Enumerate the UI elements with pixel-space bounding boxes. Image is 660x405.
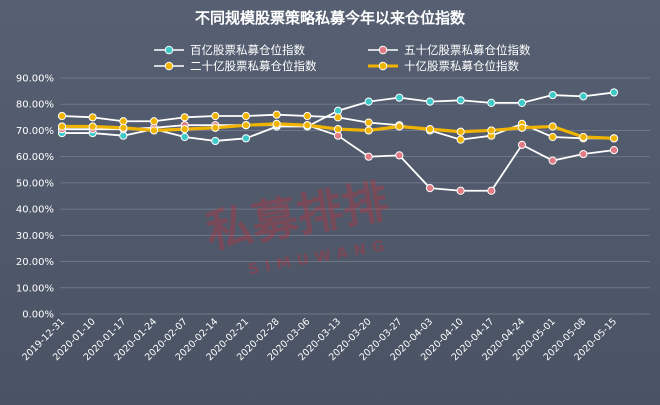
data-point (333, 113, 343, 122)
legend-label: 五十亿股票私募仓位指数 (404, 43, 531, 57)
y-tick-label: 40.00% (16, 205, 54, 216)
data-point (579, 92, 588, 101)
data-point (425, 97, 435, 106)
data-point (487, 186, 496, 195)
data-point (579, 149, 588, 159)
data-point (548, 90, 557, 100)
data-point (149, 126, 159, 135)
data-point (241, 111, 251, 121)
data-point (609, 146, 619, 155)
data-point (241, 134, 251, 143)
data-point (211, 123, 220, 132)
y-tick-label: 30.00% (16, 231, 54, 242)
data-point (180, 125, 189, 134)
data-point (364, 152, 373, 161)
legend-label: 百亿股票私募仓位指数 (190, 43, 305, 57)
data-point (180, 132, 189, 142)
y-tick-label: 80.00% (16, 100, 54, 111)
data-point (487, 126, 496, 135)
legend-item: 十亿股票私募仓位指数 (368, 59, 519, 73)
data-point (609, 88, 619, 97)
data-point (364, 126, 373, 135)
y-tick-label: 60.00% (16, 152, 54, 163)
y-axis: 0.00% 10.00% 20.00% 30.00% 40.00% 50.00% 60.00… (16, 74, 54, 321)
legend-marker (164, 45, 174, 55)
data-point (517, 123, 527, 132)
legend-marker (378, 61, 388, 71)
y-tick-label: 90.00% (16, 74, 54, 85)
data-point (425, 184, 435, 193)
data-point (211, 136, 220, 146)
data-point (456, 96, 465, 105)
series-4 (57, 119, 619, 143)
data-point (57, 122, 67, 131)
data-point (517, 98, 527, 108)
data-point (364, 97, 373, 106)
x-axis: 2019-12-312020-01-102020-01-172020-01-24… (20, 316, 619, 363)
data-point (548, 132, 557, 142)
legend-marker (378, 45, 388, 55)
data-point (395, 122, 404, 131)
chart-title: 不同规模股票策略私募今年以来仓位指数 (195, 9, 466, 27)
data-point (211, 111, 220, 121)
legend-marker (164, 61, 174, 71)
data-point (548, 122, 557, 131)
legend-label: 十亿股票私募仓位指数 (404, 59, 519, 73)
legend-item: 二十亿股票私募仓位指数 (154, 59, 317, 73)
data-point (272, 110, 281, 119)
data-point (395, 151, 404, 160)
data-point (272, 119, 281, 128)
data-point (57, 111, 67, 121)
y-tick-label: 50.00% (16, 178, 54, 189)
data-point (241, 121, 251, 130)
series-group (57, 88, 619, 195)
data-point (456, 135, 465, 144)
data-point (456, 186, 465, 195)
data-point (456, 127, 465, 136)
data-point (548, 156, 557, 165)
data-point (609, 134, 619, 143)
data-point (303, 121, 312, 130)
data-point (303, 111, 312, 121)
data-point (517, 140, 527, 149)
y-tick-label: 20.00% (16, 257, 54, 268)
data-point (364, 118, 373, 127)
data-point (180, 113, 189, 122)
data-point (119, 123, 128, 132)
data-point (579, 132, 588, 142)
data-point (149, 117, 159, 126)
legend-label: 二十亿股票私募仓位指数 (190, 59, 317, 73)
data-point (88, 122, 97, 131)
legend-item: 五十亿股票私募仓位指数 (368, 43, 531, 57)
y-tick-label: 70.00% (16, 126, 54, 137)
y-tick-label: 10.00% (16, 283, 54, 294)
data-point (333, 125, 343, 134)
data-point (395, 93, 404, 102)
legend-item: 百亿股票私募仓位指数 (154, 43, 305, 57)
data-point (88, 113, 97, 122)
y-tick-label: 0.00% (22, 310, 54, 321)
data-point (487, 98, 496, 108)
data-point (425, 125, 435, 134)
